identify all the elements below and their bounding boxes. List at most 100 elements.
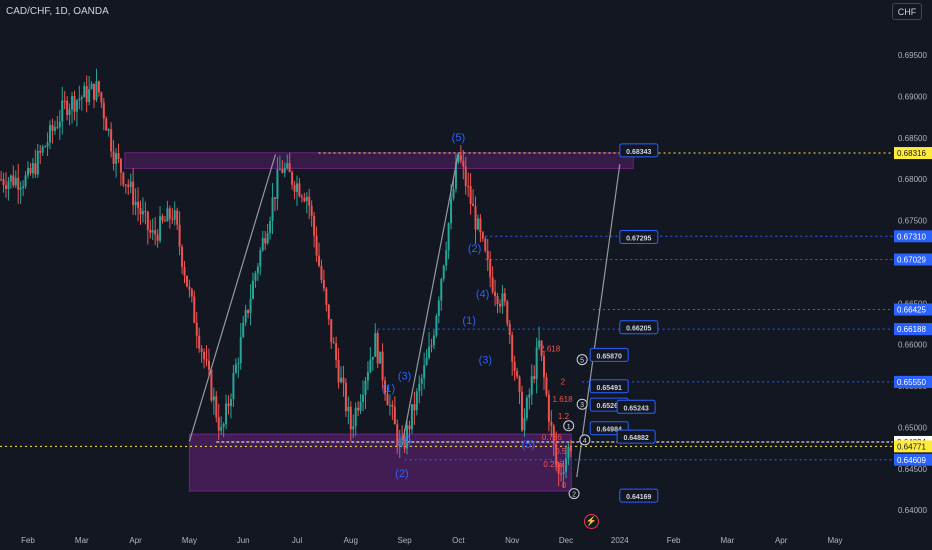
time-axis-bg [0,530,932,550]
candle-body [540,340,543,356]
candle-body [530,376,533,395]
candle-body [545,377,548,395]
svg-text:0.64882: 0.64882 [623,435,648,442]
svg-text:0.68316: 0.68316 [897,149,926,158]
price-tag-1: 0.67310 [894,230,932,243]
candle-body [435,316,438,336]
x-tick-label-10: Dec [559,536,573,545]
projection-arrow-1 [401,152,459,446]
candle-body [78,98,81,101]
wave-label-1: (2) [468,243,481,255]
wave-circle-1: 3 [576,398,588,410]
candle-body [127,184,130,187]
candle-body [481,232,484,239]
replay-icon[interactable]: ⚡ [584,514,599,529]
candle-body [51,125,54,131]
wave-label-8: (4) [398,435,411,447]
candle-body [166,208,169,222]
currency-button[interactable]: CHF [892,3,922,20]
candle-body [547,394,550,422]
candle-body [183,267,186,276]
candle-body [7,181,10,189]
candle-body [437,300,440,317]
x-tick-label-7: Sep [397,536,412,545]
candle-body [322,280,325,289]
candle-body [557,464,560,474]
candle-body [408,425,411,430]
candle-body [178,224,181,247]
candle-body [503,293,506,302]
target-box-1: 0.67295 [619,230,659,245]
candle-body [506,301,509,324]
svg-text:0.64609: 0.64609 [897,456,926,465]
candle-body [511,334,514,362]
x-tick-label-4: Jun [237,536,250,545]
candle-body [141,211,144,215]
candle-body [366,372,369,381]
candle-body [513,361,516,372]
candle-body [415,391,418,411]
candle-body [56,127,59,129]
candle-body [146,211,149,230]
candle-body [105,118,108,131]
candle-body [374,333,377,357]
candle-body [318,255,321,266]
candle-body [560,473,563,475]
fib-label-0: 2.618 [540,344,561,353]
candle-body [538,340,541,348]
candle-body [151,230,154,233]
candle-body [567,447,570,459]
svg-text:0.65491: 0.65491 [597,385,622,392]
target-box-3: 0.65870 [589,347,629,362]
svg-text:0.64169: 0.64169 [626,494,651,501]
candle-body [569,447,572,452]
target-box-8: 0.64882 [616,429,656,444]
x-tick-label-9: Nov [505,536,519,545]
candle-body [298,183,301,197]
candle-body [501,293,504,307]
candle-body [300,196,303,198]
candle-body [0,179,3,181]
candle-body [381,351,384,381]
candle-body [273,197,276,199]
candle-body [357,407,360,411]
candle-body [217,417,220,431]
candle-body [134,201,137,206]
candle-body [90,83,93,89]
candle-body [393,406,396,425]
candle-body [31,163,34,174]
candle-body [550,421,553,426]
candle-body [112,151,115,164]
candle-body [80,97,83,99]
candle-body [293,184,296,192]
fib-label-2: 1.618 [553,395,574,404]
candle-body [359,401,362,411]
candle-body [410,404,413,430]
svg-text:4: 4 [583,438,587,445]
candle-body [445,250,448,266]
x-tick-label-15: May [827,536,842,545]
candle-body [469,186,472,204]
candle-body [479,218,482,233]
wave-circle-0: 5 [576,354,588,366]
candle-body [249,298,252,314]
candle-body [239,336,242,364]
candle-body [396,424,399,447]
candle-body [452,188,455,199]
candle-body [308,196,311,206]
candle-body [39,150,42,153]
x-tick-label-6: Aug [344,536,358,545]
svg-text:0.67295: 0.67295 [626,236,651,243]
candle-body [418,383,421,392]
candle-body [403,438,406,449]
wave-circle-2: 1 [563,420,575,432]
candle-body [562,471,565,474]
candle-body [376,333,379,364]
candle-body [115,153,118,164]
target-box-9: 0.64169 [619,488,659,503]
candle-body [352,426,355,430]
price-tag-7: 0.64771 [894,440,932,453]
candle-body [173,210,176,220]
